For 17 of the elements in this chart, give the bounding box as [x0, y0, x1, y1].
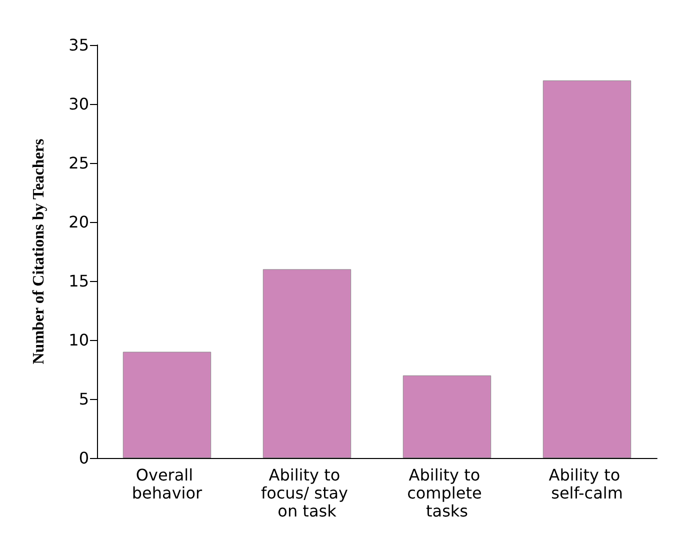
bar — [542, 80, 632, 458]
x-tick-label: Ability to focus/ stay on task — [260, 466, 354, 520]
x-tick-label: Overall behavior — [132, 466, 203, 502]
y-tick-label: 30 — [68, 94, 89, 114]
y-tick-label: 10 — [68, 330, 89, 350]
y-tick-label: 0 — [78, 448, 89, 468]
y-tick-label: 20 — [68, 212, 89, 232]
x-tick-label: Ability to self-calm — [548, 466, 626, 502]
bar — [262, 269, 352, 458]
y-axis-title: Number of Citations by Teachers — [30, 138, 48, 364]
bar — [402, 375, 492, 458]
y-tick-label: 35 — [68, 36, 89, 54]
x-tick-label: Ability to complete tasks — [407, 466, 487, 520]
y-tick-label: 25 — [68, 154, 89, 172]
y-tick-label: 5 — [78, 390, 89, 408]
bar — [122, 352, 212, 458]
y-tick-label: 15 — [68, 272, 89, 290]
